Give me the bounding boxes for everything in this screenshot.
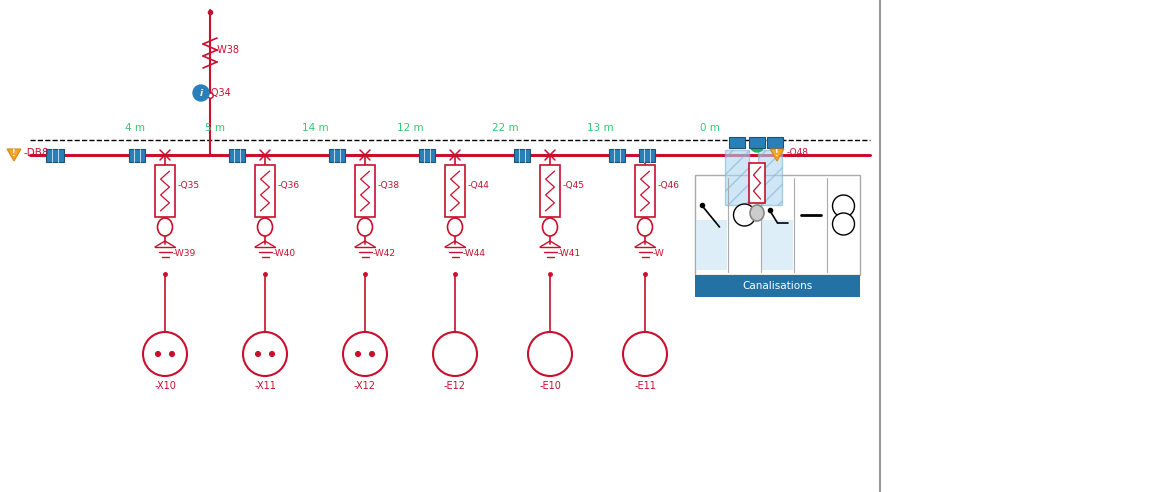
Circle shape [343,332,387,376]
Text: -Q46: -Q46 [658,181,680,190]
Text: -Q34: -Q34 [208,88,231,98]
Text: -Q38: -Q38 [378,181,401,190]
Text: -W42: -W42 [372,249,396,258]
Ellipse shape [357,218,372,236]
Bar [748,137,765,148]
Text: 22 m: 22 m [491,123,518,133]
Bar [155,165,175,217]
Circle shape [733,204,756,226]
Text: 13 m: 13 m [586,123,613,133]
Bar [419,149,435,161]
Bar [255,165,275,217]
Text: -W39: -W39 [173,249,196,258]
Text: 4 m: 4 m [125,123,145,133]
Bar [540,165,560,217]
Text: -E12: -E12 [444,381,466,391]
Text: -W40: -W40 [273,249,296,258]
Circle shape [269,351,275,357]
Bar [725,150,748,205]
Ellipse shape [448,218,463,236]
Bar [694,275,860,297]
Text: -E11: -E11 [634,381,656,391]
Bar [355,165,375,217]
Text: -Q45: -Q45 [563,181,585,190]
Text: -Q48: -Q48 [787,149,810,157]
Bar [129,149,145,161]
Text: !: ! [776,150,779,158]
Bar [767,137,783,148]
Text: -X10: -X10 [154,381,176,391]
Bar [229,149,246,161]
Text: -X12: -X12 [354,381,376,391]
Bar [609,149,625,161]
Text: 14 m: 14 m [302,123,328,133]
Text: !: ! [12,150,15,158]
Text: 0 m: 0 m [700,123,720,133]
Bar [329,149,345,161]
Circle shape [255,351,261,357]
Bar [46,149,63,161]
Ellipse shape [638,218,652,236]
Text: i: i [200,89,202,98]
Circle shape [833,195,854,217]
Bar [445,165,465,217]
Bar [758,150,783,205]
Circle shape [143,332,187,376]
Text: -W44: -W44 [463,249,486,258]
Circle shape [193,85,209,101]
Text: -X11: -X11 [254,381,276,391]
Circle shape [369,351,375,357]
Ellipse shape [750,205,764,221]
Text: -W41: -W41 [558,249,582,258]
Circle shape [169,351,175,357]
Bar [748,163,765,203]
Text: -E10: -E10 [539,381,560,391]
Text: 5 m: 5 m [204,123,224,133]
Text: -W38: -W38 [215,45,240,55]
Circle shape [623,332,667,376]
Ellipse shape [157,218,173,236]
Bar [513,149,530,161]
Circle shape [528,332,572,376]
Text: -Q44: -Q44 [468,181,490,190]
Text: -Q35: -Q35 [177,181,200,190]
Bar [728,137,745,148]
Text: 12 m: 12 m [397,123,423,133]
Ellipse shape [257,218,273,236]
Circle shape [434,332,477,376]
Bar [694,175,860,275]
Bar [634,165,654,217]
Text: Canalisations: Canalisations [743,281,813,291]
Bar [763,220,793,270]
Circle shape [356,351,361,357]
Text: -Q36: -Q36 [278,181,300,190]
Circle shape [243,332,287,376]
Text: -W: -W [653,249,665,258]
Bar [696,220,727,270]
Circle shape [155,351,161,357]
Text: -DB8: -DB8 [24,148,49,158]
Circle shape [750,138,764,152]
Circle shape [833,213,854,235]
Ellipse shape [543,218,557,236]
Bar [639,149,654,161]
